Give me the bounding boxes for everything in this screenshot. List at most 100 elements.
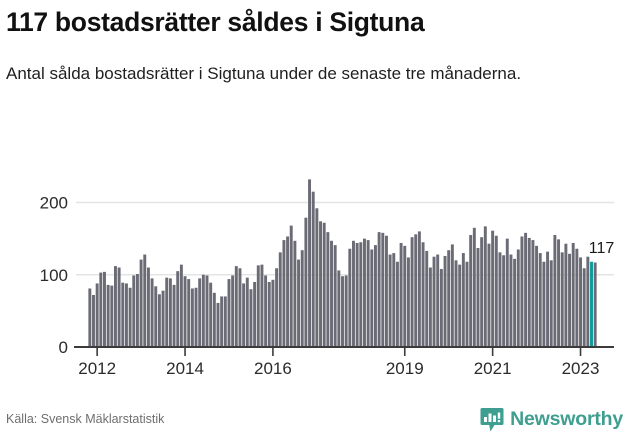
bar xyxy=(121,282,125,347)
bar xyxy=(315,208,319,347)
bar xyxy=(289,225,293,347)
bar xyxy=(242,283,246,347)
bar xyxy=(432,256,436,347)
bar xyxy=(348,248,352,347)
bar xyxy=(513,258,517,347)
bar xyxy=(395,261,399,347)
bar xyxy=(458,264,462,347)
bar xyxy=(275,268,279,347)
bar xyxy=(150,278,154,347)
x-tick-label: 2021 xyxy=(474,359,512,378)
bar xyxy=(260,264,264,347)
bar xyxy=(447,250,451,347)
bar xyxy=(267,281,271,347)
bar xyxy=(337,270,341,347)
bar xyxy=(110,285,114,347)
bar xyxy=(245,277,249,347)
bar xyxy=(582,268,586,347)
x-tick-label: 2023 xyxy=(562,359,600,378)
bar xyxy=(425,250,429,347)
bar xyxy=(330,240,333,347)
bar xyxy=(381,232,385,347)
bar xyxy=(220,296,224,347)
y-tick-labels: 0 100 200 xyxy=(40,194,68,357)
bar xyxy=(355,242,359,347)
bar xyxy=(494,235,498,347)
bar xyxy=(399,242,403,347)
bar xyxy=(502,255,506,347)
bar xyxy=(388,254,392,347)
bar xyxy=(128,287,132,347)
bar xyxy=(472,227,476,347)
bar xyxy=(326,232,330,347)
bar xyxy=(483,226,487,347)
bar xyxy=(205,275,209,347)
bar xyxy=(99,272,103,347)
bar xyxy=(417,231,421,347)
bar xyxy=(586,256,590,347)
brand-wordmark: Newsworthy xyxy=(510,408,623,431)
bar xyxy=(88,288,92,347)
bar xyxy=(366,240,370,347)
bar xyxy=(282,240,286,347)
bar xyxy=(179,264,183,347)
bar xyxy=(161,290,165,347)
bar xyxy=(168,278,172,347)
bar xyxy=(524,232,528,347)
chart-subtitle: Antal sålda bostadsrätter i Sigtuna unde… xyxy=(6,64,522,83)
bar xyxy=(352,240,355,347)
bar xyxy=(403,245,407,347)
bar xyxy=(575,248,579,347)
x-tick-marks xyxy=(96,347,582,356)
bar xyxy=(593,262,597,347)
highlight-value-label-text: 117 xyxy=(589,240,615,257)
bar xyxy=(132,275,136,347)
bar xyxy=(465,261,469,347)
y-tick-label: 200 xyxy=(40,194,68,213)
bar xyxy=(469,235,473,347)
bar xyxy=(454,260,458,347)
bar xyxy=(95,283,99,347)
bar xyxy=(520,236,524,347)
bar xyxy=(212,292,216,347)
bar xyxy=(531,240,535,347)
bar xyxy=(124,283,128,347)
bar xyxy=(223,296,227,347)
bar xyxy=(209,282,213,347)
bar xyxy=(491,230,495,347)
x-tick-labels: 2012 2014 2016 2019 2021 2023 xyxy=(78,359,599,378)
newsworthy-logo[interactable]: Newsworthy xyxy=(480,407,623,433)
bar xyxy=(319,221,322,347)
bar xyxy=(527,237,531,347)
bar xyxy=(198,278,202,347)
bar xyxy=(194,287,198,347)
highlight-value-label: 117 xyxy=(589,240,615,257)
bar xyxy=(568,253,571,347)
bar xyxy=(227,279,231,347)
bar xyxy=(505,238,509,347)
x-tick-label: 2012 xyxy=(78,359,116,378)
bar xyxy=(304,217,308,347)
bar xyxy=(560,252,564,347)
bar xyxy=(278,252,282,347)
bar xyxy=(443,255,447,347)
bar xyxy=(410,237,414,347)
bar xyxy=(231,275,235,347)
bar xyxy=(557,239,561,347)
bar xyxy=(143,254,147,347)
bar xyxy=(106,284,110,347)
bar xyxy=(487,243,491,347)
bar xyxy=(103,271,106,347)
bar xyxy=(370,249,374,347)
bar xyxy=(264,275,268,347)
bar xyxy=(139,259,143,347)
x-tick-label: 2019 xyxy=(386,359,424,378)
bar xyxy=(117,267,121,347)
bar xyxy=(333,245,337,347)
bar xyxy=(553,235,557,347)
bar xyxy=(571,242,575,347)
bar xyxy=(373,245,377,347)
bar xyxy=(377,232,381,347)
bar xyxy=(546,251,550,347)
bar xyxy=(114,266,117,347)
